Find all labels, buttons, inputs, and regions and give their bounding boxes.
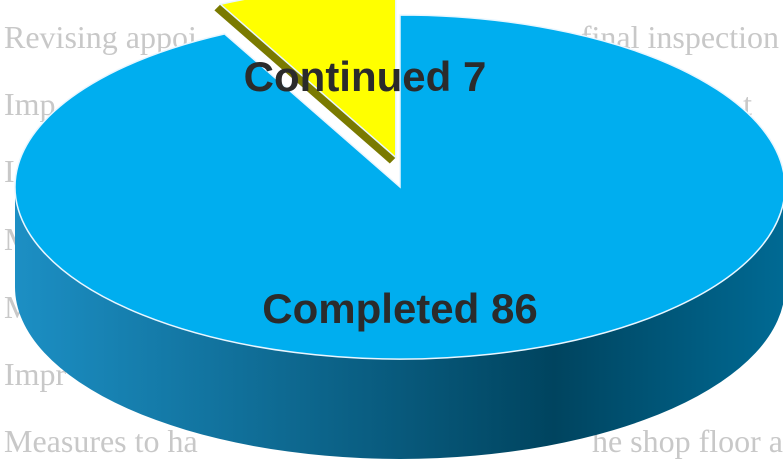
pie-slice xyxy=(14,14,783,360)
pie-side xyxy=(15,187,783,459)
background-text-line: he shop floor a xyxy=(592,423,783,459)
slice-label: Continued 7 xyxy=(244,53,487,100)
labels: Completed 86 Continued 7 xyxy=(244,53,538,332)
background-text-line: t xyxy=(743,86,752,122)
background-text-line: Revising appoi xyxy=(4,19,197,55)
pie xyxy=(14,0,783,459)
pie-slice xyxy=(218,0,397,160)
background-text-line: Imp xyxy=(4,86,56,122)
slice-label: Completed 86 xyxy=(262,285,537,332)
slice-edge xyxy=(214,4,396,164)
background-text-line: I xyxy=(4,153,15,189)
background-text-line: Measures to ha xyxy=(4,423,198,459)
